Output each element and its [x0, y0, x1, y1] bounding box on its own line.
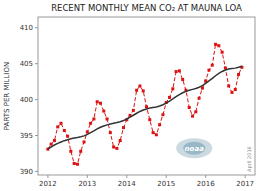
point [155, 133, 158, 136]
y-tick-label: 390 [20, 168, 33, 176]
plot-area [46, 43, 243, 166]
point [148, 118, 151, 121]
x-tick [87, 175, 88, 178]
logo-outer [176, 138, 212, 158]
x-tick-label: 2014 [118, 180, 136, 188]
point [227, 84, 230, 87]
y-tick [35, 27, 38, 28]
point [89, 122, 92, 125]
y-tick [35, 99, 38, 100]
y-tick-label: 410 [20, 24, 33, 32]
point [79, 150, 82, 153]
x-tick-label: 2012 [39, 180, 57, 188]
point [191, 115, 194, 118]
point [211, 64, 214, 67]
point [112, 145, 115, 148]
y-tick [35, 135, 38, 136]
point [201, 87, 204, 90]
plot-frame [38, 17, 255, 175]
y-tick-label: 400 [20, 96, 33, 104]
point [175, 70, 178, 73]
x-tick [166, 175, 167, 178]
x-tick [126, 175, 127, 178]
watermark: April 2016 [246, 146, 253, 172]
y-tick-label: 395 [20, 132, 33, 140]
logo-inner [183, 142, 205, 155]
point [161, 113, 164, 116]
point [53, 139, 56, 142]
y-tick-label: 405 [20, 60, 33, 68]
point [50, 143, 53, 146]
point [99, 102, 102, 105]
point [135, 89, 138, 92]
point [171, 87, 174, 90]
point [56, 125, 59, 128]
point [207, 69, 210, 72]
point [66, 135, 69, 138]
y-tick [35, 171, 38, 172]
point [60, 122, 63, 125]
point [76, 163, 79, 166]
point [96, 100, 99, 103]
point [86, 130, 89, 133]
point [194, 110, 197, 113]
point [132, 109, 135, 112]
x-tick-label: 2015 [157, 180, 175, 188]
point [109, 131, 112, 134]
series-line [48, 44, 242, 164]
point [83, 140, 86, 143]
point [214, 43, 217, 46]
point [102, 110, 105, 113]
point [152, 131, 155, 134]
point [106, 117, 109, 120]
point [142, 89, 145, 92]
x-tick-label: 2013 [78, 180, 96, 188]
point [63, 129, 66, 132]
chart: RECENT MONTHLY MEAN CO₂ AT MAUNA LOA PART… [0, 0, 263, 191]
x-tick-label: 2017 [236, 180, 254, 188]
point [178, 69, 181, 72]
point [198, 97, 201, 100]
title: RECENT MONTHLY MEAN CO₂ AT MAUNA LOA [51, 3, 242, 13]
point [217, 44, 220, 47]
y-tick [35, 63, 38, 64]
point [230, 91, 233, 94]
point [92, 117, 95, 120]
point [115, 147, 118, 150]
point [158, 123, 161, 126]
point [69, 150, 72, 153]
x-tick [205, 175, 206, 178]
point [188, 106, 191, 109]
series-line [48, 66, 242, 149]
point [181, 78, 184, 81]
y-axis-label: PARTS PER MILLION [3, 62, 11, 130]
point [145, 105, 148, 108]
point [119, 139, 122, 142]
x-tick [245, 175, 246, 178]
point [234, 88, 237, 91]
logo-text: noaa [185, 145, 205, 153]
point [168, 96, 171, 99]
point [122, 126, 125, 129]
point [138, 84, 141, 87]
point [221, 51, 224, 54]
x-tick [47, 175, 48, 178]
point [237, 73, 240, 76]
point [73, 162, 76, 165]
x-tick-label: 2016 [197, 180, 215, 188]
